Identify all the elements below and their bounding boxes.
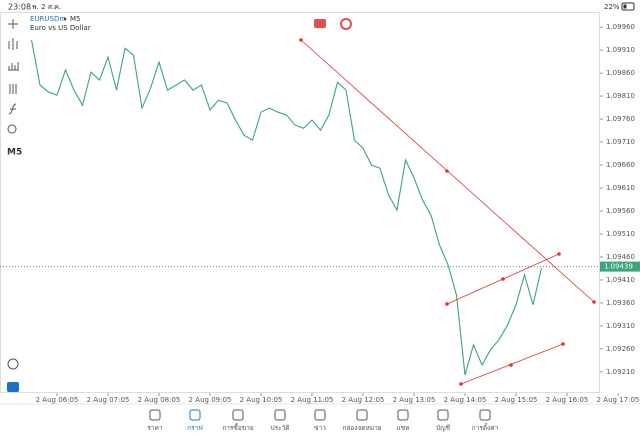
tab-label[interactable]: การตั้งค่า (472, 423, 499, 432)
handle[interactable] (561, 342, 565, 346)
y-tick-label: 1.09660 (606, 161, 635, 169)
tab-bar: ราคา กราฟ การซื้อขาย ประวัติ ข่าว กล่องจดหมาย… (147, 409, 499, 432)
tab-icon[interactable] (356, 409, 368, 421)
x-tick-label: 2 Aug 13:05 (393, 396, 436, 404)
functions-icon[interactable] (8, 103, 17, 115)
x-tick-label: 2 Aug 06:05 (36, 396, 79, 404)
arrow: ▸ (64, 16, 67, 23)
x-tick-label: 2 Aug 07:05 (87, 396, 130, 404)
handle[interactable] (592, 300, 596, 304)
toolbar-timeframe[interactable]: M5 (7, 148, 22, 158)
y-tick-label: 1.09710 (606, 138, 635, 146)
y-tick-label: 1.09210 (606, 368, 635, 376)
history-icon[interactable] (7, 358, 19, 370)
tab-label[interactable]: บัญชี (436, 424, 451, 432)
tab-icon[interactable] (232, 409, 244, 421)
tab-label[interactable]: แชท (397, 424, 410, 432)
trend-handles (299, 38, 596, 386)
current-price-label: 1.09439 (604, 263, 633, 271)
x-tick-label: 2 Aug 08:05 (138, 396, 181, 404)
x-tick-label: 2 Aug 15:05 (495, 396, 538, 404)
indicators-icon[interactable] (9, 84, 17, 94)
battery-icon (621, 2, 635, 11)
chart-type-icon[interactable] (8, 38, 18, 50)
tab-icon[interactable] (189, 409, 201, 421)
x-tick-label: 2 Aug 09:05 (189, 396, 232, 404)
x-tick-label: 2 Aug 12:05 (342, 396, 385, 404)
tab-icon[interactable] (314, 409, 326, 421)
tab-label[interactable]: ประวัติ (271, 424, 290, 432)
symbol-description: Euro vs US Dollar (30, 24, 91, 32)
crosshair-icon[interactable] (8, 19, 18, 29)
y-tick-label: 1.09510 (606, 230, 635, 238)
current-price-box (600, 261, 640, 272)
y-tick-label: 1.09860 (606, 69, 635, 77)
x-tick-label: 2 Aug 14:05 (444, 396, 487, 404)
y-tick-label: 1.09260 (606, 345, 635, 353)
x-tick-label: 2 Aug 10:05 (240, 396, 283, 404)
tab-label[interactable]: กล่องจดหมาย (342, 424, 381, 432)
status-date: พ. 2 ส.ค. (32, 3, 61, 11)
tab-label[interactable]: กราฟ (187, 424, 203, 432)
tab-icon[interactable] (149, 409, 161, 421)
handle[interactable] (557, 252, 561, 256)
x-tick-label: 2 Aug 11:05 (291, 396, 334, 404)
y-tick-label: 1.09310 (606, 322, 635, 330)
trade-button[interactable] (314, 19, 326, 28)
y-tick-label: 1.09760 (606, 115, 635, 123)
handle[interactable] (501, 277, 505, 281)
handle[interactable] (299, 38, 303, 42)
symbol-name[interactable]: EURUSDm (30, 15, 66, 23)
handle[interactable] (509, 363, 513, 367)
price-line (30, 39, 543, 376)
handle[interactable] (445, 302, 449, 306)
y-tick-label: 1.09460 (606, 253, 635, 261)
y-tick-label: 1.09410 (606, 276, 635, 284)
symbol-timeframe[interactable]: M5 (70, 15, 81, 23)
handle[interactable] (459, 382, 463, 386)
battery-text: 22% (604, 3, 620, 11)
tab-label[interactable]: ข่าว (314, 424, 326, 432)
app-icon[interactable] (7, 382, 19, 392)
left-toolbar (7, 19, 19, 370)
objects-icon[interactable] (7, 124, 17, 134)
y-tick-label: 1.09560 (606, 207, 635, 215)
y-tick-label: 1.09360 (606, 299, 635, 307)
tab-icon[interactable] (437, 409, 449, 421)
tab-icon[interactable] (479, 409, 491, 421)
handle[interactable] (445, 169, 449, 173)
chart-frame (0, 12, 600, 393)
tab-icon[interactable] (274, 409, 286, 421)
y-tick-label: 1.09910 (606, 46, 635, 54)
y-tick-label: 1.09960 (606, 23, 635, 31)
tab-label[interactable]: ราคา (147, 424, 162, 432)
tab-label[interactable]: การซื้อขาย (222, 423, 253, 432)
volume-icon[interactable] (8, 62, 19, 71)
x-tick-label: 2 Aug 17:05 (597, 396, 640, 404)
status-time: 23:08 (8, 3, 31, 12)
indicator-button[interactable] (340, 18, 352, 30)
x-tick-label: 2 Aug 16:05 (546, 396, 589, 404)
y-tick-label: 1.09610 (606, 184, 635, 192)
tab-icon[interactable] (397, 409, 409, 421)
plot (0, 26, 619, 396)
y-tick-label: 1.09810 (606, 92, 635, 100)
battery-level (623, 4, 627, 9)
